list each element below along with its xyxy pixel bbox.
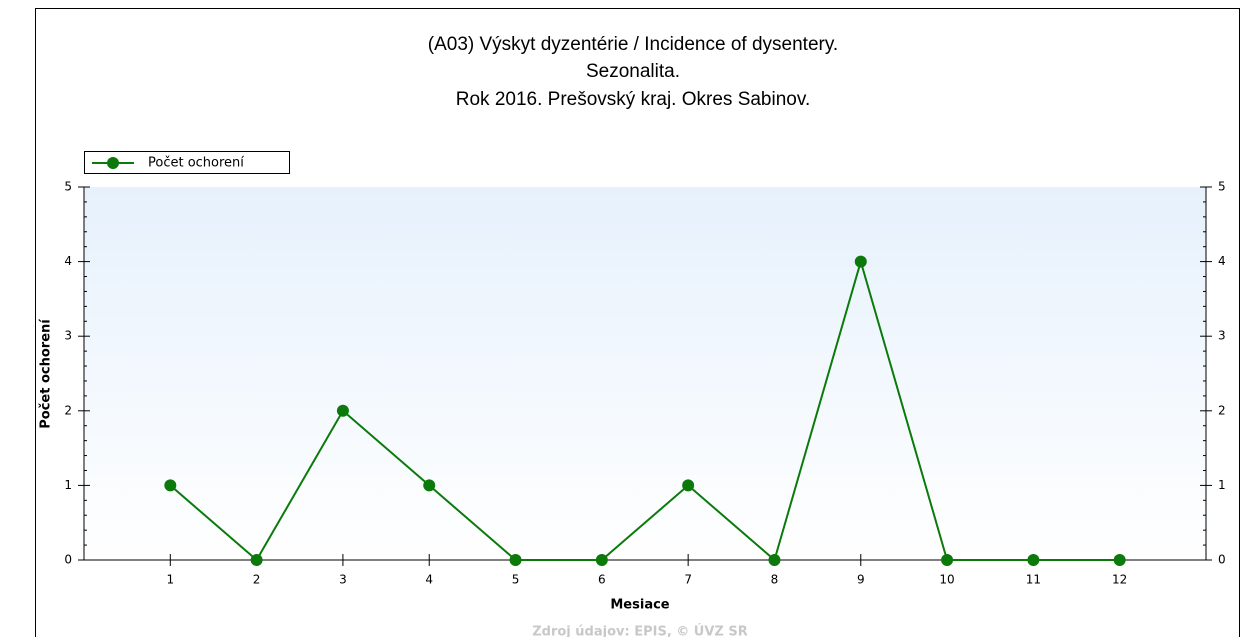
x-tick-label: 7 — [684, 573, 692, 587]
data-line — [169, 258, 1120, 562]
x-tick-label: 4 — [425, 573, 433, 587]
legend-label: Počet ochorení — [148, 156, 244, 171]
x-tick-label: 11 — [1026, 573, 1041, 587]
y2-tick-label: 0 — [1218, 553, 1226, 567]
x-tick-label: 3 — [339, 573, 347, 587]
x-tick-label: 9 — [857, 573, 865, 587]
data-point — [1027, 554, 1040, 566]
data-point — [682, 479, 695, 492]
chart-title: Sezonalita. — [586, 61, 680, 82]
data-point — [164, 479, 177, 492]
y2-tick-label: 4 — [1218, 254, 1226, 268]
x-tick-label: 6 — [598, 573, 606, 587]
y-tick-label: 2 — [64, 403, 72, 417]
chart-title: Rok 2016. Prešovský kraj. Okres Sabinov. — [456, 89, 810, 110]
chart-title: (A03) Výskyt dyzentérie / Incidence of d… — [428, 34, 838, 55]
y-tick-label: 5 — [64, 180, 72, 194]
data-point — [1113, 554, 1126, 566]
data-point — [423, 479, 436, 492]
plot-background — [84, 187, 1206, 560]
data-point — [509, 554, 522, 566]
y2-tick-label: 5 — [1218, 180, 1226, 194]
y2-tick-label: 3 — [1218, 329, 1226, 343]
x-tick-label: 2 — [253, 573, 261, 587]
data-point — [941, 554, 954, 566]
y-axis-title: Počet ochorení — [39, 318, 54, 429]
x-tick-label: 1 — [166, 573, 174, 587]
y-tick-label: 1 — [64, 478, 72, 492]
y-tick-label: 4 — [64, 254, 72, 268]
x-tick-label: 12 — [1112, 573, 1127, 587]
x-axis-title: Mesiace — [610, 598, 669, 613]
data-point — [336, 404, 349, 417]
y-tick-label: 0 — [64, 553, 72, 567]
y-tick-label: 3 — [64, 329, 72, 343]
x-tick-label: 8 — [771, 573, 779, 587]
source: Zdroj údajov: EPIS, © ÚVZ SR — [532, 624, 748, 637]
data-point — [768, 554, 781, 566]
x-tick-label: 5 — [512, 573, 520, 587]
data-point — [595, 554, 608, 566]
data-point — [854, 255, 867, 268]
x-tick-label: 10 — [939, 573, 954, 587]
legend-marker — [107, 157, 119, 169]
legend-box — [84, 151, 290, 174]
data-point — [250, 554, 263, 566]
y2-tick-label: 1 — [1218, 478, 1226, 492]
y2-tick-label: 2 — [1218, 403, 1226, 417]
